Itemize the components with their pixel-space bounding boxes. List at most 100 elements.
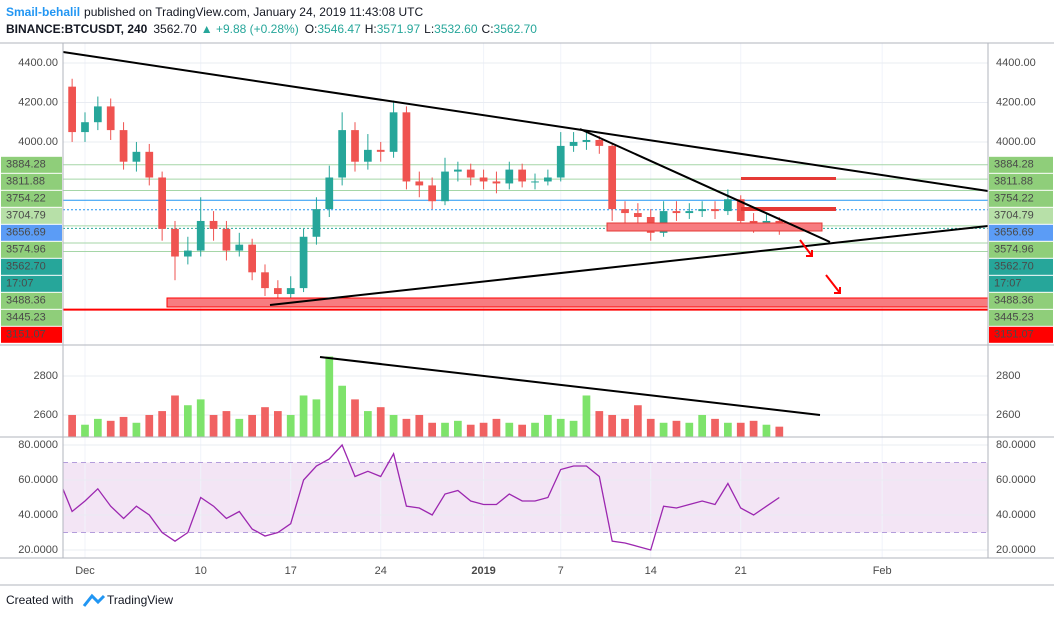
volume-bar [672,420,681,437]
level-label: 3445.23 [6,312,46,324]
level-label: 3811.88 [994,176,1033,188]
candle-body [492,181,501,184]
level-label-bg [1,275,62,292]
volume-bar [106,420,115,437]
last-price: 3562.70 [153,22,197,36]
level-label: 3754.22 [6,193,46,205]
x-tick-label: 10 [195,565,207,577]
author: Smail-behalil [6,5,80,19]
candle-body [81,122,89,133]
candle-body [338,130,347,178]
symbol: BINANCE:BTCUSDT, 240 [6,22,148,36]
volume-bar [531,422,539,437]
candle-body [261,272,269,289]
level-label: 3884.28 [6,159,46,171]
candle-body [672,211,681,214]
level-label-bg [989,190,1053,207]
candle-body [119,130,128,162]
level-label-bg [989,156,1053,173]
ohlc-key: H: [365,22,377,36]
volume-bar [248,414,256,437]
candle-body [582,139,591,142]
level-label-bg [989,292,1053,309]
level-label-bg [989,241,1053,258]
y-tick-label: 2800 [34,370,58,382]
volume-bar [402,418,411,437]
volume-bar [466,424,475,437]
volume-bar [428,422,437,437]
x-tick-label: 21 [735,565,747,577]
candle-body [209,220,218,229]
trendline [319,356,821,416]
volume-bar [299,395,308,437]
candle-body [376,149,385,152]
level-label-bg [989,258,1053,275]
volume-bar [261,407,269,437]
candle-body [466,169,475,178]
volume-bar [286,414,295,437]
level-label: 17:07 [994,278,1022,290]
y-tick-label: 80.0000 [996,439,1036,451]
level-label: 3151.07 [6,329,46,341]
volume-bar [749,420,758,437]
candle-body [569,141,578,146]
candle-body [222,228,231,251]
drawings [63,51,988,416]
candle-body [171,228,179,257]
candle-body [518,169,527,182]
volume-bar [569,420,578,437]
volume-bar [505,422,514,437]
level-label-bg [989,275,1053,292]
y-tick-label: 4000.00 [996,136,1036,148]
x-tick-label: 7 [558,565,564,577]
candle-body [634,213,642,218]
level-label-bg [989,309,1053,326]
candle-body [505,169,514,184]
candle-body [441,171,449,202]
candle-body [132,151,141,162]
volume-bar [698,414,707,437]
x-tick-label: Dec [75,565,95,577]
candle-body [402,112,411,182]
volume-bar [415,414,424,437]
level-label-bg [1,292,62,309]
logo [82,593,106,607]
resistance-zone [606,222,823,232]
candle-body [724,199,732,212]
grid [63,43,988,558]
trendline [269,225,988,306]
level-label-bg [1,241,62,258]
candle-body [68,86,76,133]
level-label: 17:07 [6,278,34,290]
volume-bar [145,414,154,437]
candle-body [273,288,282,295]
y-tick-label: 20.0000 [18,544,58,556]
brand[interactable]: TradingView [107,593,173,607]
candle-body [312,209,321,237]
level-label-bg [1,173,62,190]
volume-bar [492,418,501,437]
candle-body [299,236,308,289]
level-label: 3704.79 [6,210,46,222]
y-tick-label: 4200.00 [18,96,58,108]
volume-bar [273,411,282,437]
level-label: 3656.69 [6,227,46,239]
ohlc-key: O: [305,22,318,36]
backgrounds [63,462,988,533]
volume-bar [595,411,604,437]
resistance-zone [741,207,836,211]
candle-body [286,288,295,295]
level-label-bg [989,224,1053,241]
volume-bar [608,414,617,437]
level-label-bg [989,326,1053,343]
ohlc-value: 3571.97 [377,22,421,36]
y-tick-label: 2600 [996,409,1020,421]
level-label: 3488.36 [994,295,1034,307]
volume-bar [634,405,642,437]
volume-bar [441,422,449,437]
footer-text: Created with [6,593,73,607]
candle-body [736,199,745,221]
candle-body [235,244,244,251]
volume-bar [158,411,166,437]
candle-body [351,130,359,162]
